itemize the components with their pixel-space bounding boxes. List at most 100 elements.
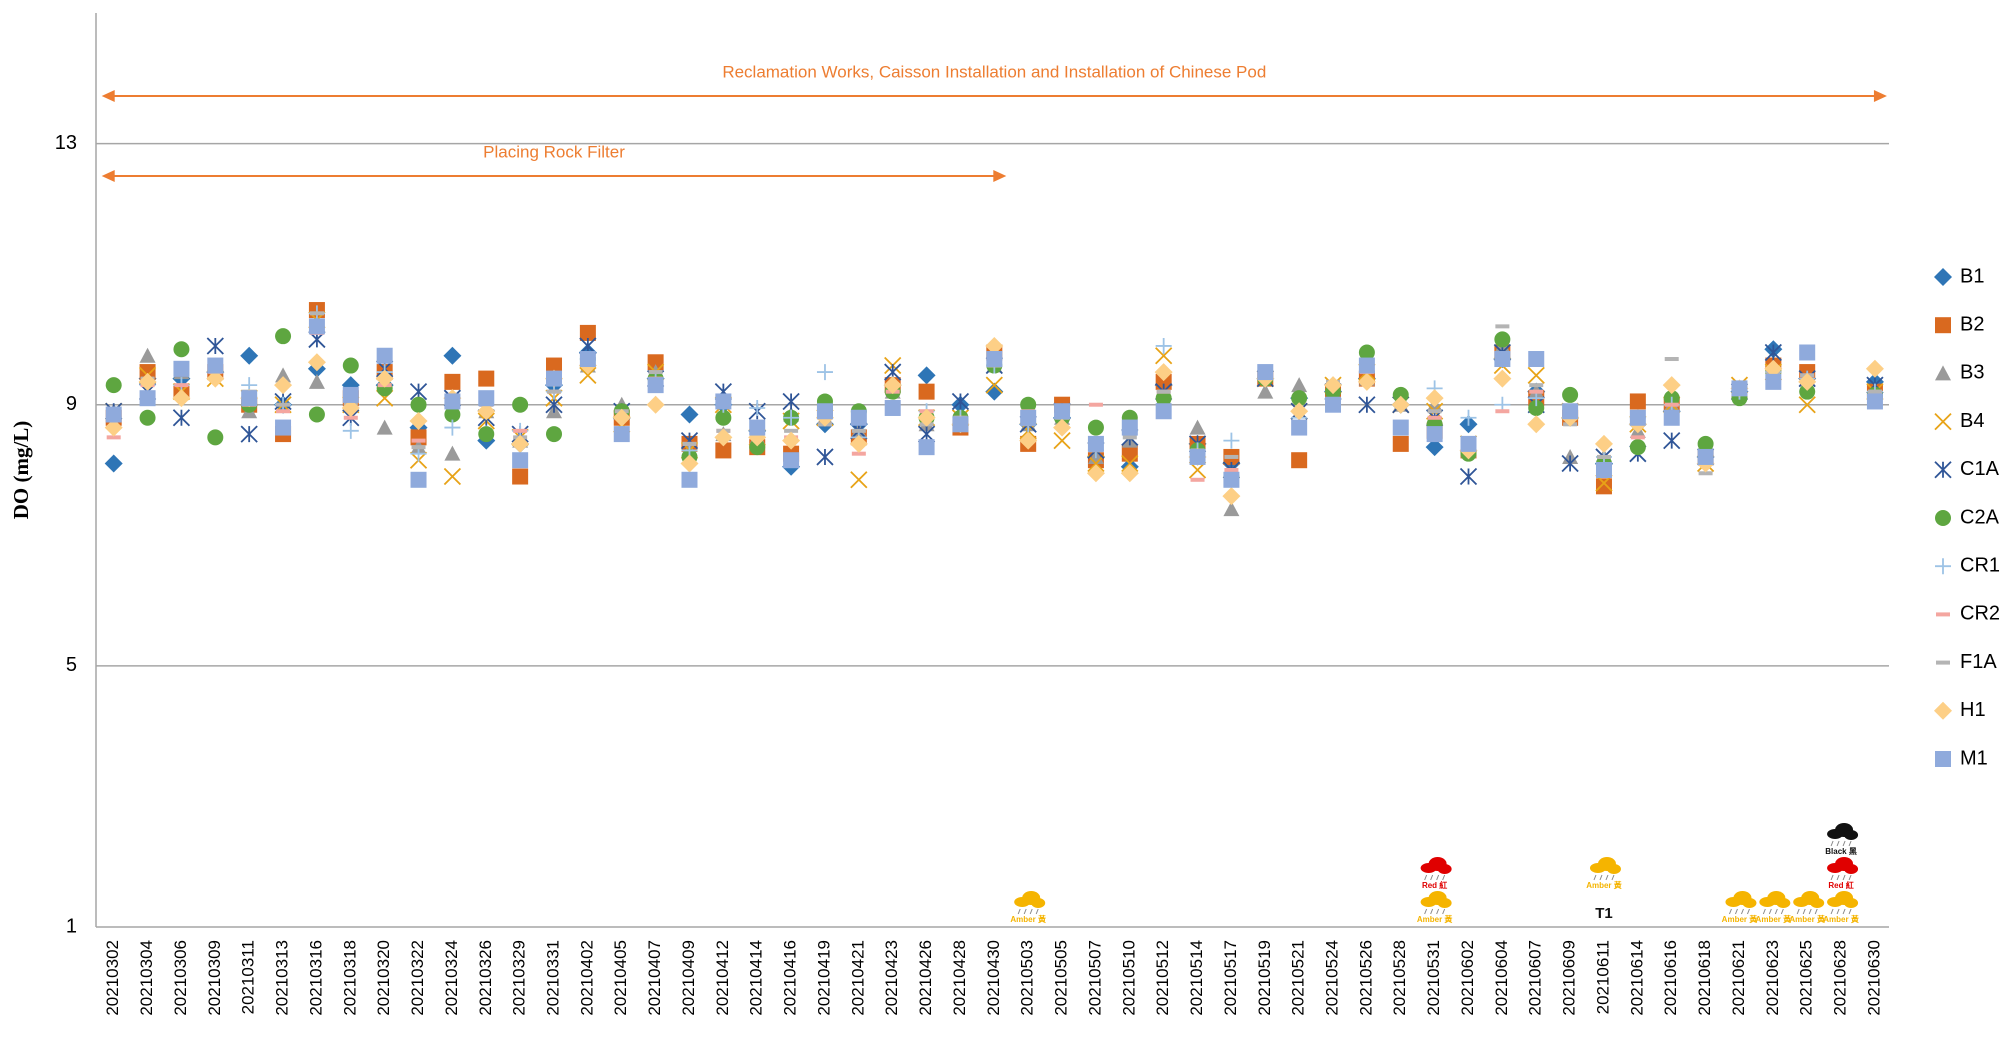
data-point xyxy=(715,442,732,459)
data-point xyxy=(985,382,1004,401)
x-tick-label: 20210309 xyxy=(205,940,224,1016)
data-point xyxy=(1324,376,1343,395)
data-point xyxy=(680,405,699,424)
data-point xyxy=(411,445,426,450)
legend-label: F1A xyxy=(1960,651,1997,673)
data-point xyxy=(1664,402,1679,407)
data-point xyxy=(816,403,833,420)
x-tick-label: 20210428 xyxy=(950,940,969,1016)
data-point xyxy=(546,357,563,374)
x-tick-label: 20210630 xyxy=(1864,940,1883,1016)
data-point xyxy=(783,409,800,426)
data-point xyxy=(1663,409,1680,426)
data-point xyxy=(138,372,157,391)
data-point xyxy=(1595,462,1612,478)
x-tick-label: 20210524 xyxy=(1323,940,1342,1016)
data-point xyxy=(139,364,156,381)
x-tick-label: 20210609 xyxy=(1560,940,1579,1016)
data-point xyxy=(1562,403,1579,420)
signal-label: Red 紅 xyxy=(1422,880,1447,890)
data-point xyxy=(275,419,292,436)
data-point xyxy=(511,434,530,453)
data-point xyxy=(1662,376,1681,395)
rain xyxy=(1728,908,1750,915)
data-point xyxy=(1121,454,1139,473)
x-tick-label: 20210514 xyxy=(1187,940,1206,1016)
cloud xyxy=(1031,898,1046,908)
legend-marker xyxy=(1936,660,1950,665)
data-point xyxy=(1189,448,1206,465)
data-point xyxy=(715,393,732,410)
x-tick-label: 20210326 xyxy=(476,940,495,1016)
data-point xyxy=(1189,419,1206,435)
legend-item: CR1 xyxy=(1935,554,2000,576)
data-point xyxy=(546,370,563,387)
legend-item: C2A xyxy=(1935,506,2000,528)
legend-marker xyxy=(1934,268,1952,286)
data-point xyxy=(1087,419,1104,436)
data-point xyxy=(1698,471,1713,476)
data-point xyxy=(376,347,393,364)
legend-marker xyxy=(1935,558,1951,575)
data-point xyxy=(444,419,461,436)
data-point xyxy=(1764,343,1782,362)
data-point xyxy=(1528,399,1545,416)
data-point xyxy=(1155,373,1172,390)
data-point xyxy=(1358,357,1375,374)
legend-item: CR2 xyxy=(1936,603,2000,625)
rain xyxy=(1424,908,1446,915)
data-point xyxy=(1087,435,1104,452)
cloud xyxy=(1844,830,1859,840)
data-point xyxy=(1391,395,1410,414)
x-tick-label: 20210526 xyxy=(1356,940,1375,1016)
arrow-head xyxy=(1873,90,1887,102)
legend-label: B4 xyxy=(1960,410,1984,432)
data-point xyxy=(1224,454,1239,459)
x-tick-label: 20210316 xyxy=(306,940,325,1016)
cloud xyxy=(1844,864,1859,874)
y-axis-title: DO (mg/L) xyxy=(9,421,33,520)
signal-icon: Amber 黃 xyxy=(1789,891,1825,924)
data-point xyxy=(849,434,868,453)
legend-item: B4 xyxy=(1934,410,1984,432)
x-tick-label: 20210329 xyxy=(510,940,529,1016)
data-point xyxy=(1425,438,1444,457)
data-point xyxy=(240,425,258,443)
x-tick-label: 20210407 xyxy=(645,940,664,1016)
data-point xyxy=(139,347,156,363)
data-point xyxy=(1223,432,1240,449)
data-point xyxy=(1122,435,1137,440)
data-point xyxy=(409,412,428,431)
data-point xyxy=(342,422,359,439)
data-point xyxy=(342,386,359,403)
rain xyxy=(1017,908,1039,915)
data-point xyxy=(376,419,393,435)
data-point xyxy=(240,346,259,365)
x-tick-label: 20210503 xyxy=(1018,940,1037,1016)
data-point xyxy=(1121,419,1138,436)
legend-label: C2A xyxy=(1960,506,2000,528)
signal-label: Amber 黃 xyxy=(1010,914,1046,924)
data-point xyxy=(444,445,461,461)
data-point xyxy=(173,341,190,358)
data-point xyxy=(1629,393,1646,410)
data-point xyxy=(547,389,562,394)
data-point xyxy=(1156,389,1171,394)
x-tick-label: 20210322 xyxy=(408,940,427,1016)
data-point xyxy=(850,409,867,426)
data-point xyxy=(816,364,833,381)
rain xyxy=(1830,908,1852,915)
data-point xyxy=(1764,359,1783,378)
data-point xyxy=(308,318,325,335)
data-point xyxy=(1020,409,1037,426)
rain xyxy=(1762,908,1784,915)
legend-item: B2 xyxy=(1935,313,1984,335)
signal-icon: T1 xyxy=(1595,905,1613,922)
legend-marker xyxy=(1934,461,1952,479)
data-point xyxy=(1290,402,1309,421)
data-point xyxy=(1799,344,1816,361)
arrow-head xyxy=(993,170,1007,182)
legend-item: B1 xyxy=(1934,265,1984,287)
data-point xyxy=(613,426,630,443)
